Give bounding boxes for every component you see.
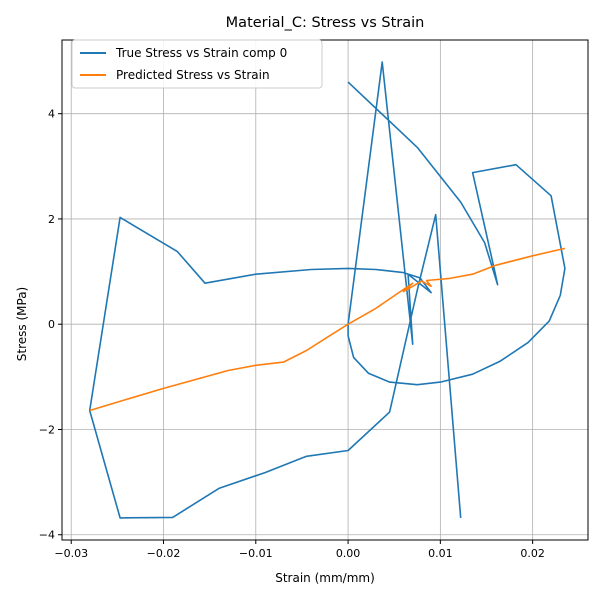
tick-layer: −0.03 −0.02 −0.01 0.00 0.01 0.02 −4 −2 0 2 4 [39, 108, 545, 560]
predicted-stress-line [89, 247, 566, 412]
x-tick-label: 0.01 [428, 547, 453, 560]
x-tick-label: −0.03 [54, 547, 88, 560]
legend: True Stress vs Strain comp 0 Predicted S… [71, 39, 323, 89]
y-tick-label: −2 [39, 423, 55, 436]
legend-box [71, 39, 323, 89]
x-tick-label: −0.01 [239, 547, 273, 560]
chart-title: Material_C: Stress vs Strain [226, 15, 425, 31]
true-stress-line [88, 61, 566, 519]
y-tick-label: 4 [48, 108, 55, 121]
y-tick-label: 0 [48, 318, 55, 331]
x-axis-label: Strain (mm/mm) [275, 571, 375, 585]
y-tick-label: 2 [48, 213, 55, 226]
x-tick-label: −0.02 [147, 547, 181, 560]
x-tick-label: 0.02 [520, 547, 545, 560]
x-tick-label: 0.00 [336, 547, 361, 560]
y-axis-label: Stress (MPa) [15, 287, 29, 361]
legend-label-true: True Stress vs Strain comp 0 [115, 46, 287, 60]
y-tick-label: −4 [39, 529, 55, 542]
legend-label-predicted: Predicted Stress vs Strain [116, 68, 270, 82]
plot-frame [61, 39, 589, 541]
grid [62, 40, 588, 540]
series-layer [88, 61, 566, 519]
